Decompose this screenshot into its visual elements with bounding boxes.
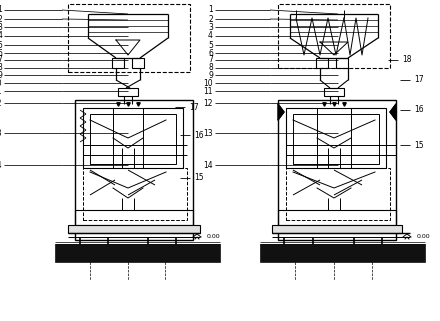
Text: 0.00: 0.00 (417, 235, 431, 239)
Text: 3: 3 (0, 22, 2, 31)
Text: 18: 18 (402, 56, 411, 65)
Text: 4: 4 (0, 31, 2, 40)
Bar (118, 88, 138, 96)
Text: 9: 9 (208, 71, 213, 80)
Text: 16: 16 (414, 106, 424, 115)
Text: 10: 10 (203, 79, 213, 88)
Text: 12: 12 (203, 99, 213, 108)
Text: 7: 7 (208, 56, 213, 65)
Text: 1: 1 (208, 5, 213, 14)
Text: 8: 8 (208, 64, 213, 73)
Text: 12: 12 (0, 99, 2, 108)
Bar (316, 58, 328, 68)
Bar (75, 210, 193, 225)
Bar (132, 58, 144, 68)
Text: 2: 2 (208, 14, 213, 23)
Bar (278, 100, 396, 240)
Bar (293, 114, 379, 164)
Text: 16: 16 (194, 131, 204, 140)
Bar (90, 114, 176, 164)
Text: 8: 8 (0, 64, 2, 73)
Text: 7: 7 (0, 56, 2, 65)
Text: 17: 17 (414, 75, 424, 84)
Text: 4: 4 (208, 31, 213, 40)
Bar (68, 225, 200, 233)
Text: 13: 13 (203, 128, 213, 137)
Text: 6: 6 (208, 48, 213, 57)
Bar (272, 225, 402, 233)
Polygon shape (278, 104, 284, 120)
Text: 5: 5 (0, 40, 2, 49)
Text: 0.00: 0.00 (207, 235, 220, 239)
Bar (324, 88, 344, 96)
Text: 15: 15 (194, 173, 204, 183)
Bar (286, 108, 386, 168)
Text: 17: 17 (189, 102, 198, 111)
Text: 14: 14 (203, 160, 213, 169)
Text: 6: 6 (0, 48, 2, 57)
Text: 14: 14 (0, 160, 2, 169)
Bar (278, 4, 390, 68)
Bar (260, 244, 425, 262)
Bar (286, 168, 390, 220)
Bar (75, 100, 193, 240)
Text: 5: 5 (208, 40, 213, 49)
Bar (55, 244, 220, 262)
Bar (336, 58, 348, 68)
Text: 13: 13 (0, 128, 2, 137)
Bar (112, 58, 124, 68)
Text: 3: 3 (208, 22, 213, 31)
Bar (278, 210, 396, 225)
Text: 1: 1 (0, 5, 2, 14)
Text: 10: 10 (0, 79, 2, 88)
Text: 9: 9 (0, 71, 2, 80)
Text: 11: 11 (203, 86, 213, 96)
Bar (68, 4, 190, 72)
Bar (83, 108, 183, 168)
Text: 11: 11 (0, 86, 2, 96)
Bar (83, 168, 187, 220)
Text: 2: 2 (0, 14, 2, 23)
Polygon shape (390, 104, 396, 120)
Text: 15: 15 (414, 141, 424, 150)
